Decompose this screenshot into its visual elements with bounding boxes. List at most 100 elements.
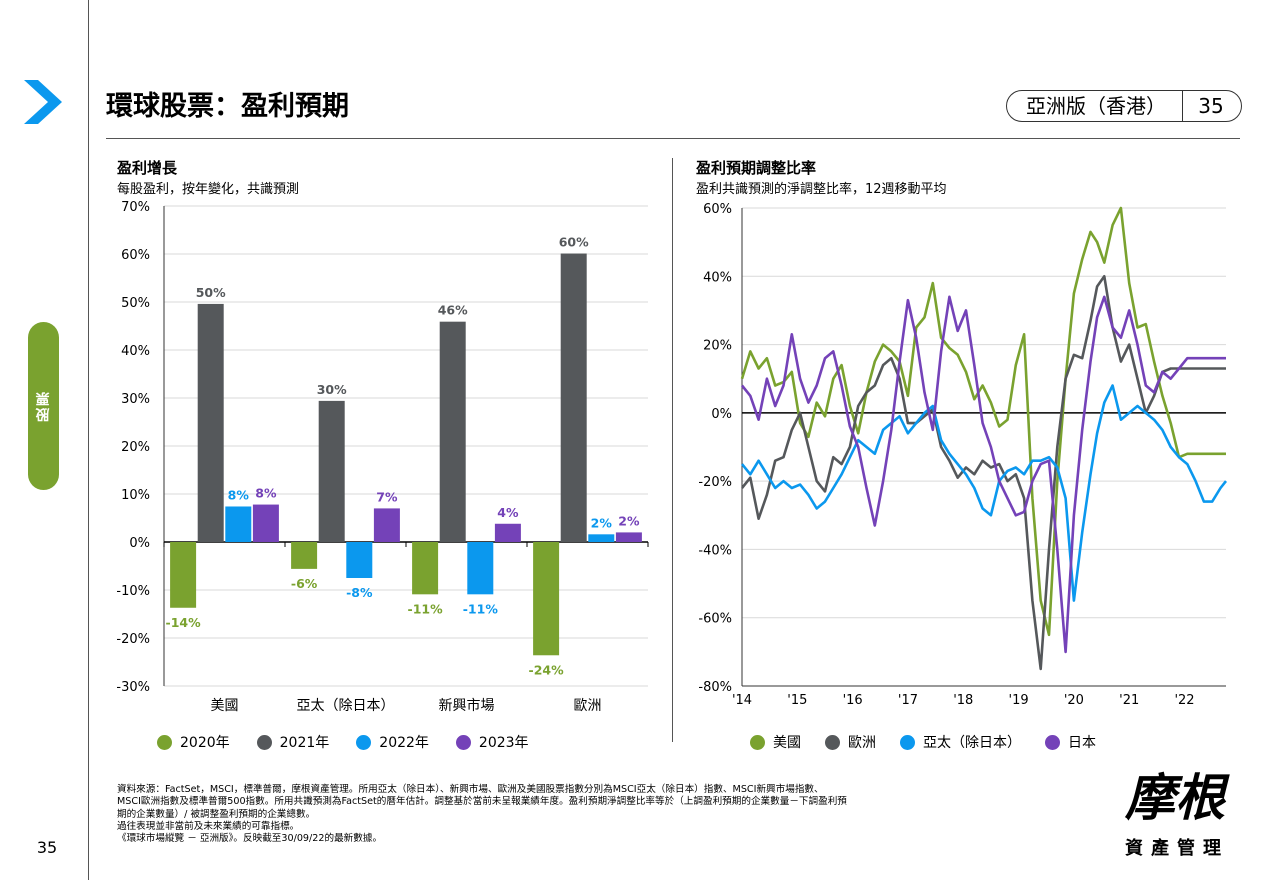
bar-chart-subtitle: 每股盈利，按年變化，共識預測 — [117, 182, 300, 197]
footnote-line: 《環球市場縱覽 － 亞洲版》。反映截至30/09/22的最新數據。 — [117, 833, 383, 845]
bar-data-label: 4% — [497, 505, 519, 520]
y-tick-label: 40% — [703, 270, 732, 285]
y-tick-label: -60% — [698, 612, 732, 627]
edition-page-number: 35 — [1198, 94, 1224, 118]
y-tick-label: 40% — [121, 344, 150, 359]
bar-data-label: 8% — [255, 486, 277, 501]
y-tick-label: 60% — [121, 248, 150, 263]
chart-divider — [672, 158, 673, 742]
bar-2021年 — [318, 400, 345, 542]
x-tick-label: '16 — [843, 693, 863, 708]
bar-data-label: 2% — [591, 515, 613, 530]
bar-chart-legend: 2020年 2021年 2022年 2023年 — [157, 732, 556, 752]
bar-data-label: 60% — [559, 235, 589, 250]
y-tick-label: -80% — [698, 680, 732, 695]
legend-swatch — [1045, 734, 1060, 750]
x-category-label: 亞太（除日本） — [297, 698, 395, 714]
line-chart: -80% -60% -40% -20% 0% 20% 40% 60% '14 '15 '16 '17 '… — [698, 202, 1228, 708]
x-category-label: 美國 — [211, 698, 239, 714]
line-chart-legend: 美國 歐洲 亞太（除日本） 日本 — [750, 732, 1120, 752]
line-chart-subtitle: 盈利共識預測的淨調整比率，12週移動平均 — [696, 182, 947, 197]
legend-label: 2021年 — [279, 735, 330, 751]
footnote-line: 資料來源：FactSet，MSCI，標準普爾，摩根資產管理。所用亞太（除日本）、… — [117, 784, 824, 795]
bar-2021年 — [197, 303, 224, 542]
legend-label: 2022年 — [379, 735, 429, 751]
legend-label: 日本 — [1068, 735, 1096, 751]
title-rule — [106, 138, 1240, 139]
bar-2022年 — [467, 542, 494, 595]
logo-subtext: 資產管理 — [1125, 838, 1229, 859]
line-chart-title: 盈利預期調整比率 — [696, 159, 817, 177]
footnote-line: 過往表現並非當前及未來業績的可靠指標。 — [117, 820, 300, 832]
bar-data-label: -14% — [166, 615, 202, 630]
y-tick-label: -20% — [116, 632, 150, 647]
y-tick-label: -30% — [116, 680, 150, 695]
legend-label: 歐洲 — [848, 735, 876, 751]
legend-swatch — [455, 734, 471, 750]
y-tick-label: 60% — [703, 202, 732, 217]
bar-data-label: 46% — [438, 303, 468, 318]
bar-2022年 — [346, 542, 373, 578]
y-tick-label: -20% — [698, 475, 732, 490]
page-title: 環球股票：盈利預期 — [106, 91, 349, 122]
bar-chart-title: 盈利增長 — [117, 159, 178, 177]
x-category-label: 新興市場 — [439, 697, 495, 714]
y-tick-label: -40% — [698, 543, 732, 558]
bar-2023年 — [252, 504, 279, 542]
y-tick-label: 10% — [121, 488, 150, 503]
x-category-label: 歐洲 — [574, 698, 602, 714]
legend-item: 歐洲 — [825, 732, 876, 752]
legend-label: 2020年 — [180, 735, 230, 751]
chevron-right-icon — [24, 80, 62, 124]
y-tick-label: -10% — [116, 584, 150, 599]
legend-label: 亞太（除日本） — [923, 735, 1021, 751]
bar-2020年 — [170, 542, 197, 608]
bar-2023年 — [373, 508, 400, 542]
bar-2021年 — [439, 321, 466, 542]
bar-2023年 — [615, 532, 642, 542]
bar-data-label: -6% — [291, 576, 318, 591]
y-tick-label: 70% — [121, 200, 150, 215]
x-tick-label: '19 — [1009, 693, 1029, 708]
bar-data-label: 30% — [317, 382, 347, 397]
legend-item: 亞太（除日本） — [900, 732, 1021, 752]
bar-data-label: -11% — [408, 601, 444, 616]
legend-swatch — [256, 734, 272, 750]
bar-2023年 — [494, 523, 521, 542]
bar-data-label: -8% — [346, 585, 373, 600]
bar-2020年 — [412, 542, 439, 595]
edition-label: 亞洲版（香港） — [1026, 94, 1166, 118]
footnote-line: 期的企業數量）/ 被調整盈利預期的企業總數。 — [117, 808, 316, 820]
series-line-歐洲 — [740, 275, 1226, 671]
legend-label: 2023年 — [478, 735, 529, 751]
series-line-日本 — [740, 295, 1226, 654]
x-tick-label: '15 — [787, 693, 807, 708]
x-tick-label: '22 — [1174, 693, 1194, 708]
series-line-亞太（除日本） — [740, 384, 1228, 602]
bar-2022年 — [588, 534, 615, 542]
logo: 摩根 — [1125, 768, 1225, 827]
legend-label: 美國 — [773, 735, 801, 751]
edition-divider — [1182, 91, 1183, 121]
legend-item: 日本 — [1045, 732, 1096, 752]
legend-swatch — [750, 734, 765, 750]
bar-data-label: 8% — [228, 487, 250, 502]
bar-data-label: 50% — [196, 285, 226, 300]
y-tick-label: 20% — [121, 440, 150, 455]
side-tab[interactable] — [28, 322, 59, 490]
series-line-美國 — [740, 206, 1226, 637]
y-tick-label: 20% — [703, 339, 732, 354]
footnote: 資料來源：FactSet，MSCI，標準普爾，摩根資產管理。所用亞太（除日本）、… — [117, 784, 1047, 845]
x-tick-label: '21 — [1119, 693, 1139, 708]
x-tick-label: '14 — [732, 693, 752, 708]
legend-swatch — [157, 734, 172, 750]
x-tick-label: '17 — [898, 693, 918, 708]
bar-data-label: -24% — [529, 662, 565, 677]
legend-swatch — [825, 734, 840, 750]
y-tick-label: 50% — [121, 296, 150, 311]
footer-page-number: 35 — [36, 838, 58, 857]
y-tick-label: 0% — [129, 536, 150, 551]
side-tab-label: 股票 — [35, 390, 52, 422]
bar-2022年 — [225, 506, 252, 542]
bar-data-label: -11% — [463, 601, 499, 616]
